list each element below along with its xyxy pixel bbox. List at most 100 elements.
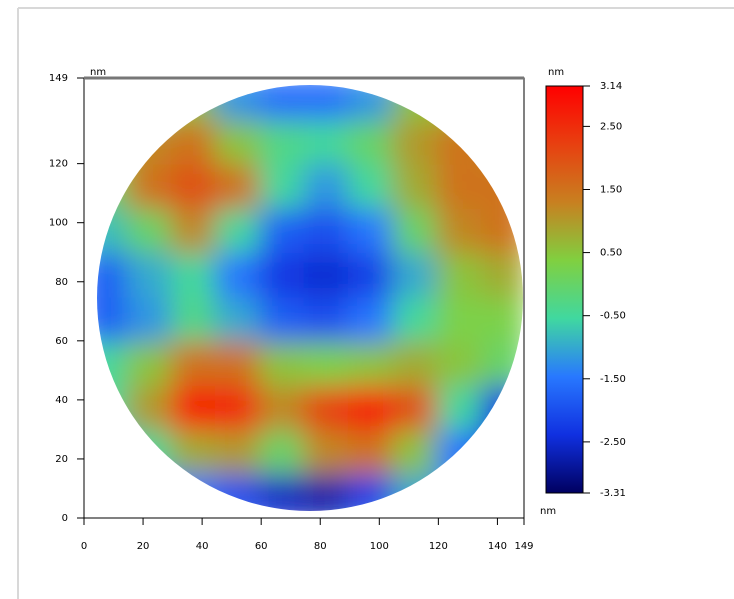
heat-cell	[97, 297, 128, 343]
heat-cell	[303, 474, 349, 511]
heat-cell	[126, 164, 172, 210]
heat-cell	[480, 120, 523, 166]
heat-cell	[214, 85, 261, 122]
heat-cell	[303, 164, 349, 210]
heat-cell	[303, 120, 349, 166]
heat-cell	[480, 85, 523, 122]
heat-cell	[303, 341, 349, 388]
heat-cell	[259, 341, 305, 388]
heat-cell	[126, 474, 172, 511]
heat-cell	[97, 386, 128, 432]
y-tick-label: 20	[55, 454, 68, 465]
colorbar-tick-label: -2.50	[600, 437, 626, 448]
heat-cell	[97, 474, 128, 511]
colorbar-tick-label: 0.50	[600, 248, 622, 259]
heat-cell	[214, 430, 261, 476]
heat-cell	[259, 85, 305, 122]
x-tick-label: 100	[370, 541, 389, 552]
y-tick-label: 80	[55, 277, 68, 288]
heat-cell	[214, 208, 261, 255]
heat-cell	[126, 208, 172, 255]
heat-cell	[214, 341, 261, 388]
heat-cell	[170, 341, 216, 388]
heat-cell	[303, 297, 349, 343]
heat-cell	[436, 297, 482, 343]
colorbar-tick-label: -1.50	[600, 374, 626, 385]
colorbar-label: nm	[548, 67, 564, 78]
heat-cell	[126, 430, 172, 476]
heat-cell	[303, 386, 349, 432]
heat-cell	[97, 208, 128, 255]
heat-cell	[97, 120, 128, 166]
heat-cell	[347, 297, 394, 343]
heat-cell	[97, 253, 128, 299]
heat-cell	[97, 430, 128, 476]
x-axis-label: nm	[540, 506, 556, 517]
heat-cell	[436, 386, 482, 432]
heat-cell	[347, 430, 394, 476]
heat-cell	[347, 208, 394, 255]
x-tick-label: 120	[429, 541, 448, 552]
heat-cell	[214, 297, 261, 343]
heat-cell	[126, 120, 172, 166]
heat-cell	[259, 430, 305, 476]
heat-cell	[170, 430, 216, 476]
heat-cell	[392, 120, 438, 166]
y-tick-label: 0	[62, 513, 68, 524]
x-tick-label: 80	[314, 541, 327, 552]
heat-cell	[126, 85, 172, 122]
heat-cell	[480, 430, 523, 476]
colorbar-tick-label: 1.50	[600, 184, 622, 195]
heat-cell	[392, 253, 438, 299]
y-tick-label: 120	[49, 159, 68, 170]
heat-cell	[480, 208, 523, 255]
x-tick-label: 20	[137, 541, 150, 552]
heat-cell	[347, 386, 394, 432]
heat-cell	[259, 297, 305, 343]
heat-cell	[170, 474, 216, 511]
heat-cell	[303, 430, 349, 476]
y-tick-label: 60	[55, 336, 68, 347]
heat-cell	[347, 164, 394, 210]
colorbar-tick-label: 3.14	[600, 81, 622, 92]
x-tick-label: 149	[514, 541, 533, 552]
heat-cell	[97, 341, 128, 388]
heat-cell	[480, 341, 523, 388]
heat-cell	[347, 341, 394, 388]
heat-cell	[436, 164, 482, 210]
heat-cell	[126, 253, 172, 299]
heat-cell	[214, 474, 261, 511]
heat-cell	[170, 386, 216, 432]
heat-cell	[392, 164, 438, 210]
heat-cell	[436, 474, 482, 511]
heat-cell	[97, 85, 128, 122]
heat-cell	[347, 253, 394, 299]
heat-cell	[480, 297, 523, 343]
heat-cell	[392, 85, 438, 122]
heat-cell	[436, 85, 482, 122]
heat-cell	[436, 120, 482, 166]
heat-cell	[436, 341, 482, 388]
y-axis-label: nm	[90, 67, 106, 78]
heat-cell	[392, 208, 438, 255]
heat-cell	[480, 474, 523, 511]
heat-cell	[436, 430, 482, 476]
heat-cell	[126, 341, 172, 388]
y-tick-label: 100	[49, 218, 68, 229]
y-tick-label: 40	[55, 395, 68, 406]
heat-cell	[392, 341, 438, 388]
heat-cell	[170, 120, 216, 166]
heat-cell	[392, 386, 438, 432]
heat-cell	[126, 386, 172, 432]
heat-cell	[436, 253, 482, 299]
heat-cell	[126, 297, 172, 343]
heat-cell	[214, 386, 261, 432]
heat-cell	[480, 253, 523, 299]
x-tick-label: 0	[81, 541, 87, 552]
heat-cell	[480, 386, 523, 432]
heat-cell	[347, 120, 394, 166]
x-tick-label: 140	[488, 541, 507, 552]
heat-cell	[392, 430, 438, 476]
x-tick-label: 60	[255, 541, 268, 552]
